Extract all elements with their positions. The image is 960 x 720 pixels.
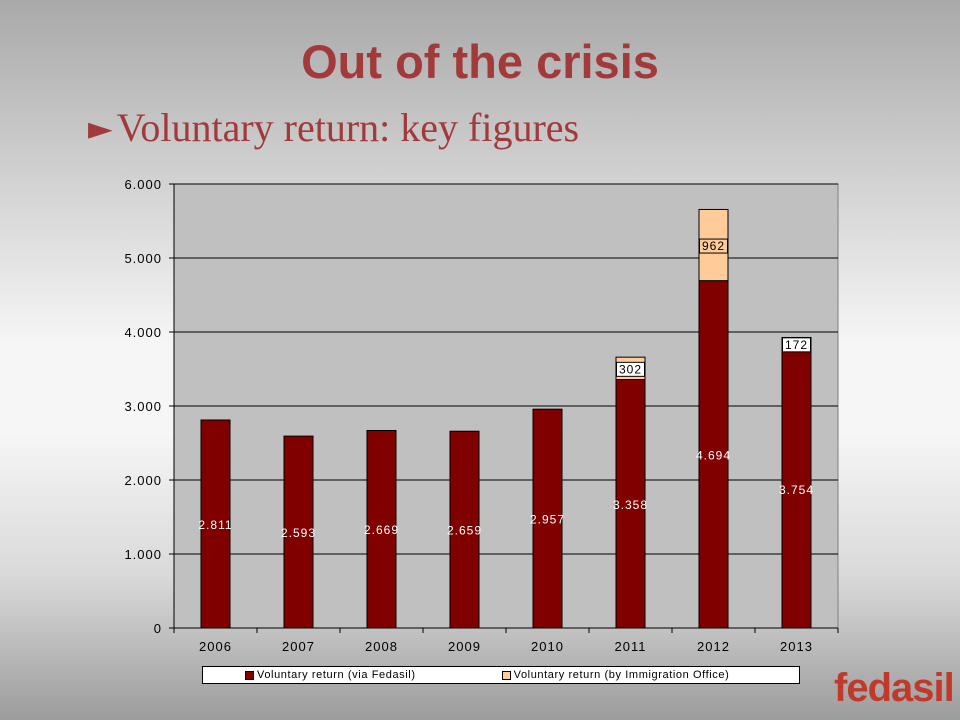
x-tick-label: 2013: [780, 639, 813, 654]
data-label-box: [782, 337, 811, 353]
bar-fedasil: [781, 349, 812, 629]
x-tick-label: 2008: [365, 639, 398, 654]
data-label-immigration: 962: [702, 239, 725, 253]
y-tick-label: 6.000: [124, 177, 162, 192]
legend-swatch-fedasil: [245, 670, 254, 680]
data-label-immigration: 302: [619, 362, 642, 376]
slide-subtitle: ► Voluntary return: key figures: [88, 104, 579, 151]
data-label-fedasil: 2.811: [198, 518, 232, 532]
x-tick-label: 2010: [531, 639, 564, 654]
bar-fedasil: [532, 408, 563, 629]
x-tick-label: 2006: [199, 639, 232, 654]
subtitle-text: Voluntary return: key figures: [116, 105, 580, 150]
y-tick-label: 3.000: [124, 399, 162, 414]
data-label-box: [616, 361, 645, 377]
fedasil-logo: fedasil: [834, 666, 955, 710]
data-label-fedasil: 3.754: [779, 483, 814, 497]
data-label-fedasil: 2.957: [530, 513, 565, 527]
x-tick-label: 2009: [448, 639, 481, 654]
bar-fedasil: [698, 280, 729, 629]
data-label-fedasil: 2.659: [447, 524, 482, 538]
y-tick-label: 0: [154, 621, 162, 636]
right-triangle-bullet-icon: ►: [88, 108, 113, 147]
data-label-immigration: 172: [785, 338, 808, 352]
y-tick-label: 4.000: [124, 325, 162, 340]
data-label-fedasil: 2.669: [364, 523, 399, 537]
legend-label-fedasil: Voluntary return (via Fedasil): [257, 669, 416, 681]
y-tick-label: 2.000: [124, 473, 162, 488]
slide-title: Out of the crisis: [301, 35, 659, 88]
bar-fedasil: [615, 379, 646, 629]
legend-item-immigration: Voluntary return (by Immigration Office): [501, 669, 730, 681]
bar-fedasil: [366, 429, 397, 629]
bar-fedasil: [200, 419, 231, 629]
x-tick-label: 2012: [697, 639, 730, 654]
bar-fedasil: [449, 430, 480, 629]
x-tick-label: 2007: [282, 639, 315, 654]
y-tick-label: 5.000: [124, 251, 162, 266]
data-label-fedasil: 2.593: [281, 526, 316, 540]
data-label-fedasil: 3.358: [613, 498, 648, 512]
x-tick-label: 2011: [615, 639, 647, 654]
legend-swatch-immigration: [501, 670, 511, 680]
chart-legend: Voluntary return (via Fedasil) Voluntary…: [202, 666, 800, 684]
y-tick-label: 1.000: [124, 547, 162, 562]
bar-fedasil: [283, 435, 314, 629]
legend-label-immigration: Voluntary return (by Immigration Office): [513, 669, 730, 681]
data-label-fedasil: 4.694: [696, 448, 731, 462]
data-label-box: [699, 238, 728, 254]
legend-item-fedasil: Voluntary return (via Fedasil): [245, 669, 416, 681]
